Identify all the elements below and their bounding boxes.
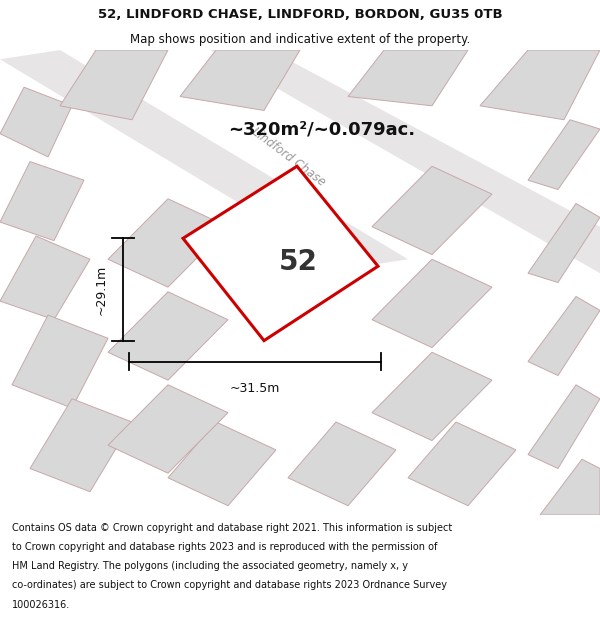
Polygon shape — [288, 422, 396, 506]
Polygon shape — [168, 422, 276, 506]
Text: Contains OS data © Crown copyright and database right 2021. This information is : Contains OS data © Crown copyright and d… — [12, 522, 452, 532]
Polygon shape — [528, 204, 600, 282]
Polygon shape — [180, 50, 300, 111]
Polygon shape — [372, 166, 492, 254]
Polygon shape — [108, 199, 228, 287]
Polygon shape — [0, 162, 84, 241]
Polygon shape — [0, 50, 408, 269]
Polygon shape — [348, 50, 468, 106]
Text: Lindford Chase: Lindford Chase — [248, 125, 328, 189]
Polygon shape — [30, 399, 132, 492]
Text: co-ordinates) are subject to Crown copyright and database rights 2023 Ordnance S: co-ordinates) are subject to Crown copyr… — [12, 581, 447, 591]
Text: ~31.5m: ~31.5m — [230, 382, 280, 396]
Polygon shape — [108, 292, 228, 380]
Polygon shape — [480, 50, 600, 120]
Polygon shape — [12, 315, 108, 408]
Text: Map shows position and indicative extent of the property.: Map shows position and indicative extent… — [130, 32, 470, 46]
Polygon shape — [183, 166, 378, 341]
Polygon shape — [210, 50, 600, 273]
Text: ~29.1m: ~29.1m — [95, 264, 108, 314]
Polygon shape — [372, 259, 492, 348]
Text: 52: 52 — [279, 248, 318, 276]
Text: 100026316.: 100026316. — [12, 600, 70, 610]
Polygon shape — [0, 88, 72, 157]
Polygon shape — [528, 296, 600, 376]
Polygon shape — [60, 50, 168, 120]
Polygon shape — [108, 385, 228, 473]
Text: to Crown copyright and database rights 2023 and is reproduced with the permissio: to Crown copyright and database rights 2… — [12, 542, 437, 552]
Polygon shape — [0, 236, 90, 320]
Text: 52, LINDFORD CHASE, LINDFORD, BORDON, GU35 0TB: 52, LINDFORD CHASE, LINDFORD, BORDON, GU… — [98, 8, 502, 21]
Polygon shape — [528, 120, 600, 189]
Polygon shape — [372, 352, 492, 441]
Polygon shape — [528, 385, 600, 469]
Polygon shape — [540, 459, 600, 515]
Text: ~320m²/~0.079ac.: ~320m²/~0.079ac. — [228, 120, 415, 138]
Text: HM Land Registry. The polygons (including the associated geometry, namely x, y: HM Land Registry. The polygons (includin… — [12, 561, 408, 571]
Polygon shape — [408, 422, 516, 506]
